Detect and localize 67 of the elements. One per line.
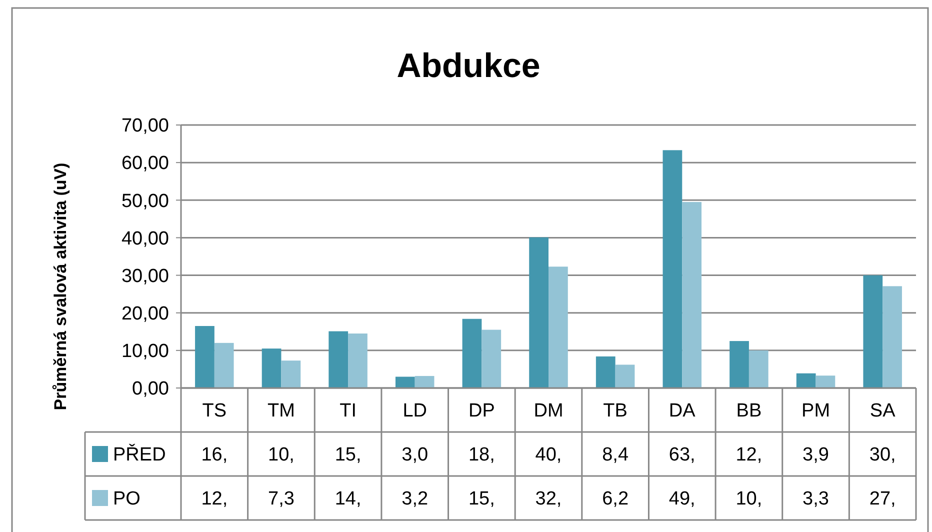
chart-title: Abdukce (396, 47, 540, 85)
bar (548, 266, 568, 388)
x-tick-label: TB (603, 400, 628, 422)
legend-label: PŘED (113, 444, 166, 466)
bar (281, 360, 301, 388)
bar (796, 373, 816, 388)
data-label: 49, (668, 488, 696, 510)
bar (816, 376, 836, 388)
x-tick-label: LD (402, 400, 428, 422)
x-tick-label: SA (870, 400, 896, 422)
data-label: 3,2 (402, 488, 428, 510)
bar (262, 348, 282, 388)
data-label: 40, (535, 444, 562, 466)
x-tick-label: DM (534, 400, 564, 422)
data-label: 12, (736, 444, 762, 466)
data-label: 10, (268, 444, 294, 466)
data-label: 6,2 (602, 488, 629, 510)
y-tick-label: 10,00 (121, 341, 169, 362)
bar (615, 364, 635, 388)
x-tick-label: TI (340, 400, 356, 422)
data-label: 15, (468, 488, 495, 510)
data-label: 15, (334, 444, 362, 466)
y-tick-label: 0,00 (132, 378, 169, 400)
bar (482, 330, 502, 388)
x-tick-label: DA (668, 400, 696, 422)
bar (882, 286, 902, 388)
bar (414, 376, 434, 388)
data-label: 7,3 (268, 488, 294, 510)
bar (462, 318, 482, 388)
data-label: 27, (869, 488, 896, 510)
bar (195, 326, 214, 388)
y-tick-label: 40,00 (121, 228, 169, 250)
bar (348, 334, 368, 388)
data-label: 10, (736, 488, 762, 510)
data-label: 3,3 (802, 488, 829, 510)
data-label: 30, (869, 444, 896, 466)
bar (863, 275, 883, 388)
bar (529, 237, 548, 388)
bar (662, 150, 682, 388)
y-tick-label: 50,00 (121, 190, 169, 212)
data-label: 16, (201, 444, 228, 466)
x-tick-label: DP (468, 400, 495, 422)
data-label: 32, (535, 488, 562, 510)
bar (730, 341, 749, 388)
data-label: 3,9 (802, 444, 829, 466)
y-tick-label: 60,00 (121, 153, 169, 174)
bar (214, 342, 234, 388)
data-label: 12, (201, 488, 228, 510)
data-label: 8,4 (602, 444, 629, 466)
x-tick-label: BB (736, 400, 762, 422)
y-tick-label: 70,00 (121, 116, 169, 137)
bar (395, 376, 415, 388)
bar (748, 350, 768, 388)
bar (596, 356, 616, 388)
y-tick-label: 20,00 (121, 304, 169, 325)
data-label: 3,0 (402, 444, 428, 466)
bar (682, 202, 702, 388)
y-tick-label: 30,00 (121, 266, 169, 287)
x-tick-label: PM (802, 400, 830, 422)
data-label: 14, (334, 488, 362, 510)
legend-label: PO (113, 488, 140, 510)
x-tick-label: TM (268, 400, 295, 422)
data-label: 18, (468, 444, 495, 466)
data-label: 63, (668, 444, 696, 466)
bar (328, 331, 348, 388)
x-tick-label: TS (202, 400, 227, 422)
y-axis-title: Průměrná svalová aktivita (uV) (51, 162, 70, 410)
